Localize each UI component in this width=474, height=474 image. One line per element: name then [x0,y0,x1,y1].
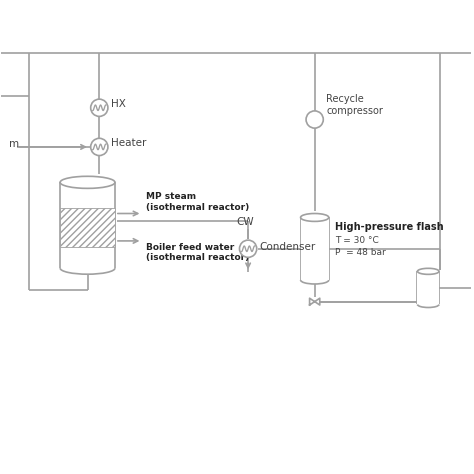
Text: Heater: Heater [111,138,146,148]
Text: Recycle
compressor: Recycle compressor [327,94,383,116]
Bar [60,208,115,247]
Bar [301,218,329,280]
Text: P  = 48 bar: P = 48 bar [335,248,385,257]
Circle shape [306,111,323,128]
Text: CW: CW [236,217,254,227]
Text: Condenser: Condenser [260,242,316,252]
Text: MP steam
(isothermal reactor): MP steam (isothermal reactor) [146,192,249,211]
Circle shape [91,99,108,117]
Bar [60,182,115,268]
Circle shape [91,138,108,155]
Text: m: m [9,139,19,149]
Text: T = 30 °C: T = 30 °C [335,237,378,246]
Text: Boiler feed water
(isothermal reactor): Boiler feed water (isothermal reactor) [146,243,249,262]
Text: High-pressure flash: High-pressure flash [335,222,443,232]
Text: HX: HX [111,99,126,109]
Circle shape [239,240,257,257]
Bar [418,271,439,304]
